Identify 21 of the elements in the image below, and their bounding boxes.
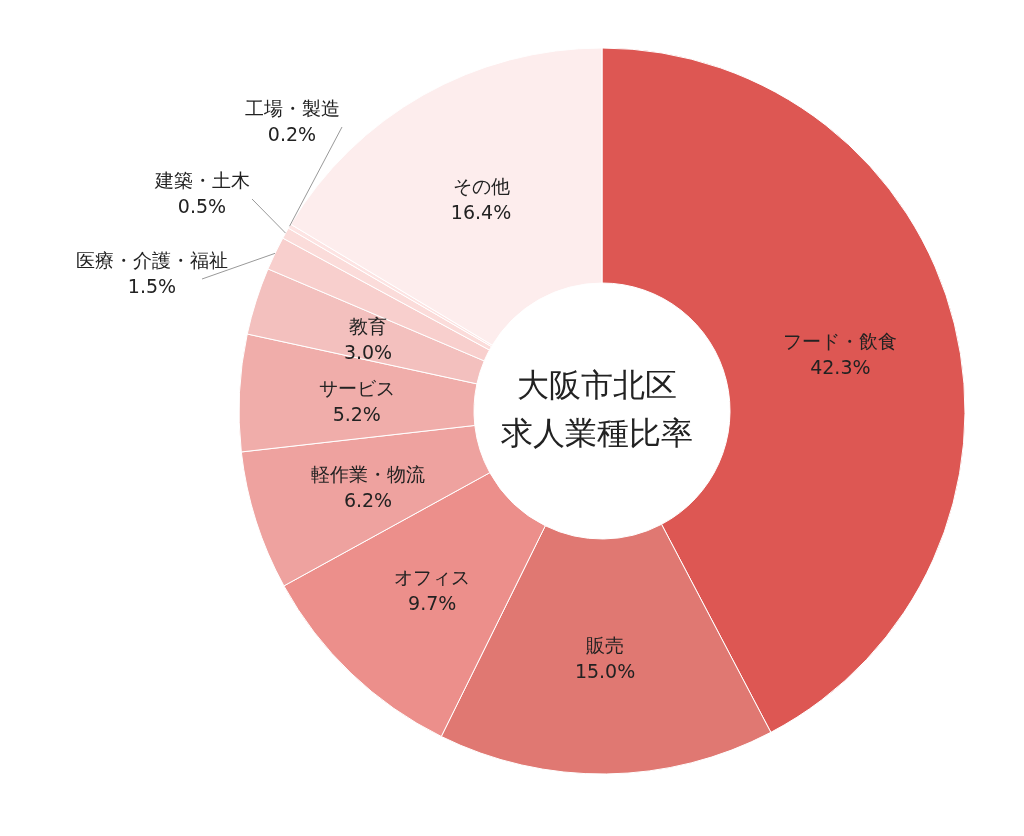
slice-label: オフィス — [394, 566, 471, 589]
slice-label: 医療・介護・福祉 — [76, 249, 228, 271]
data-label: 9.7% — [408, 592, 457, 615]
data-label: 6.2% — [343, 489, 393, 512]
data-label: 1.5% — [127, 275, 177, 297]
data-label: 15.0% — [574, 660, 636, 683]
slice-label: その他 — [452, 175, 510, 198]
data-label: 0.5% — [177, 195, 227, 217]
data-label: 5.2% — [332, 402, 381, 425]
slice-label: サービス — [318, 376, 395, 399]
data-label: 42.3% — [810, 356, 871, 379]
data-label: 16.4% — [450, 201, 512, 224]
slice-label: 販売 — [586, 634, 625, 657]
slice-label: 軽作業・物流 — [311, 463, 426, 486]
slice-label: 教育 — [349, 314, 388, 337]
text: 大阪市北区求人業種比率 — [501, 366, 693, 452]
slice-label: フード・飲食 — [783, 330, 898, 353]
slice-label: 建築・土木 — [153, 169, 250, 191]
slice-label: 工場・製造 — [244, 97, 340, 119]
data-label: 0.2% — [267, 123, 317, 145]
data-label: 3.0% — [343, 340, 393, 363]
